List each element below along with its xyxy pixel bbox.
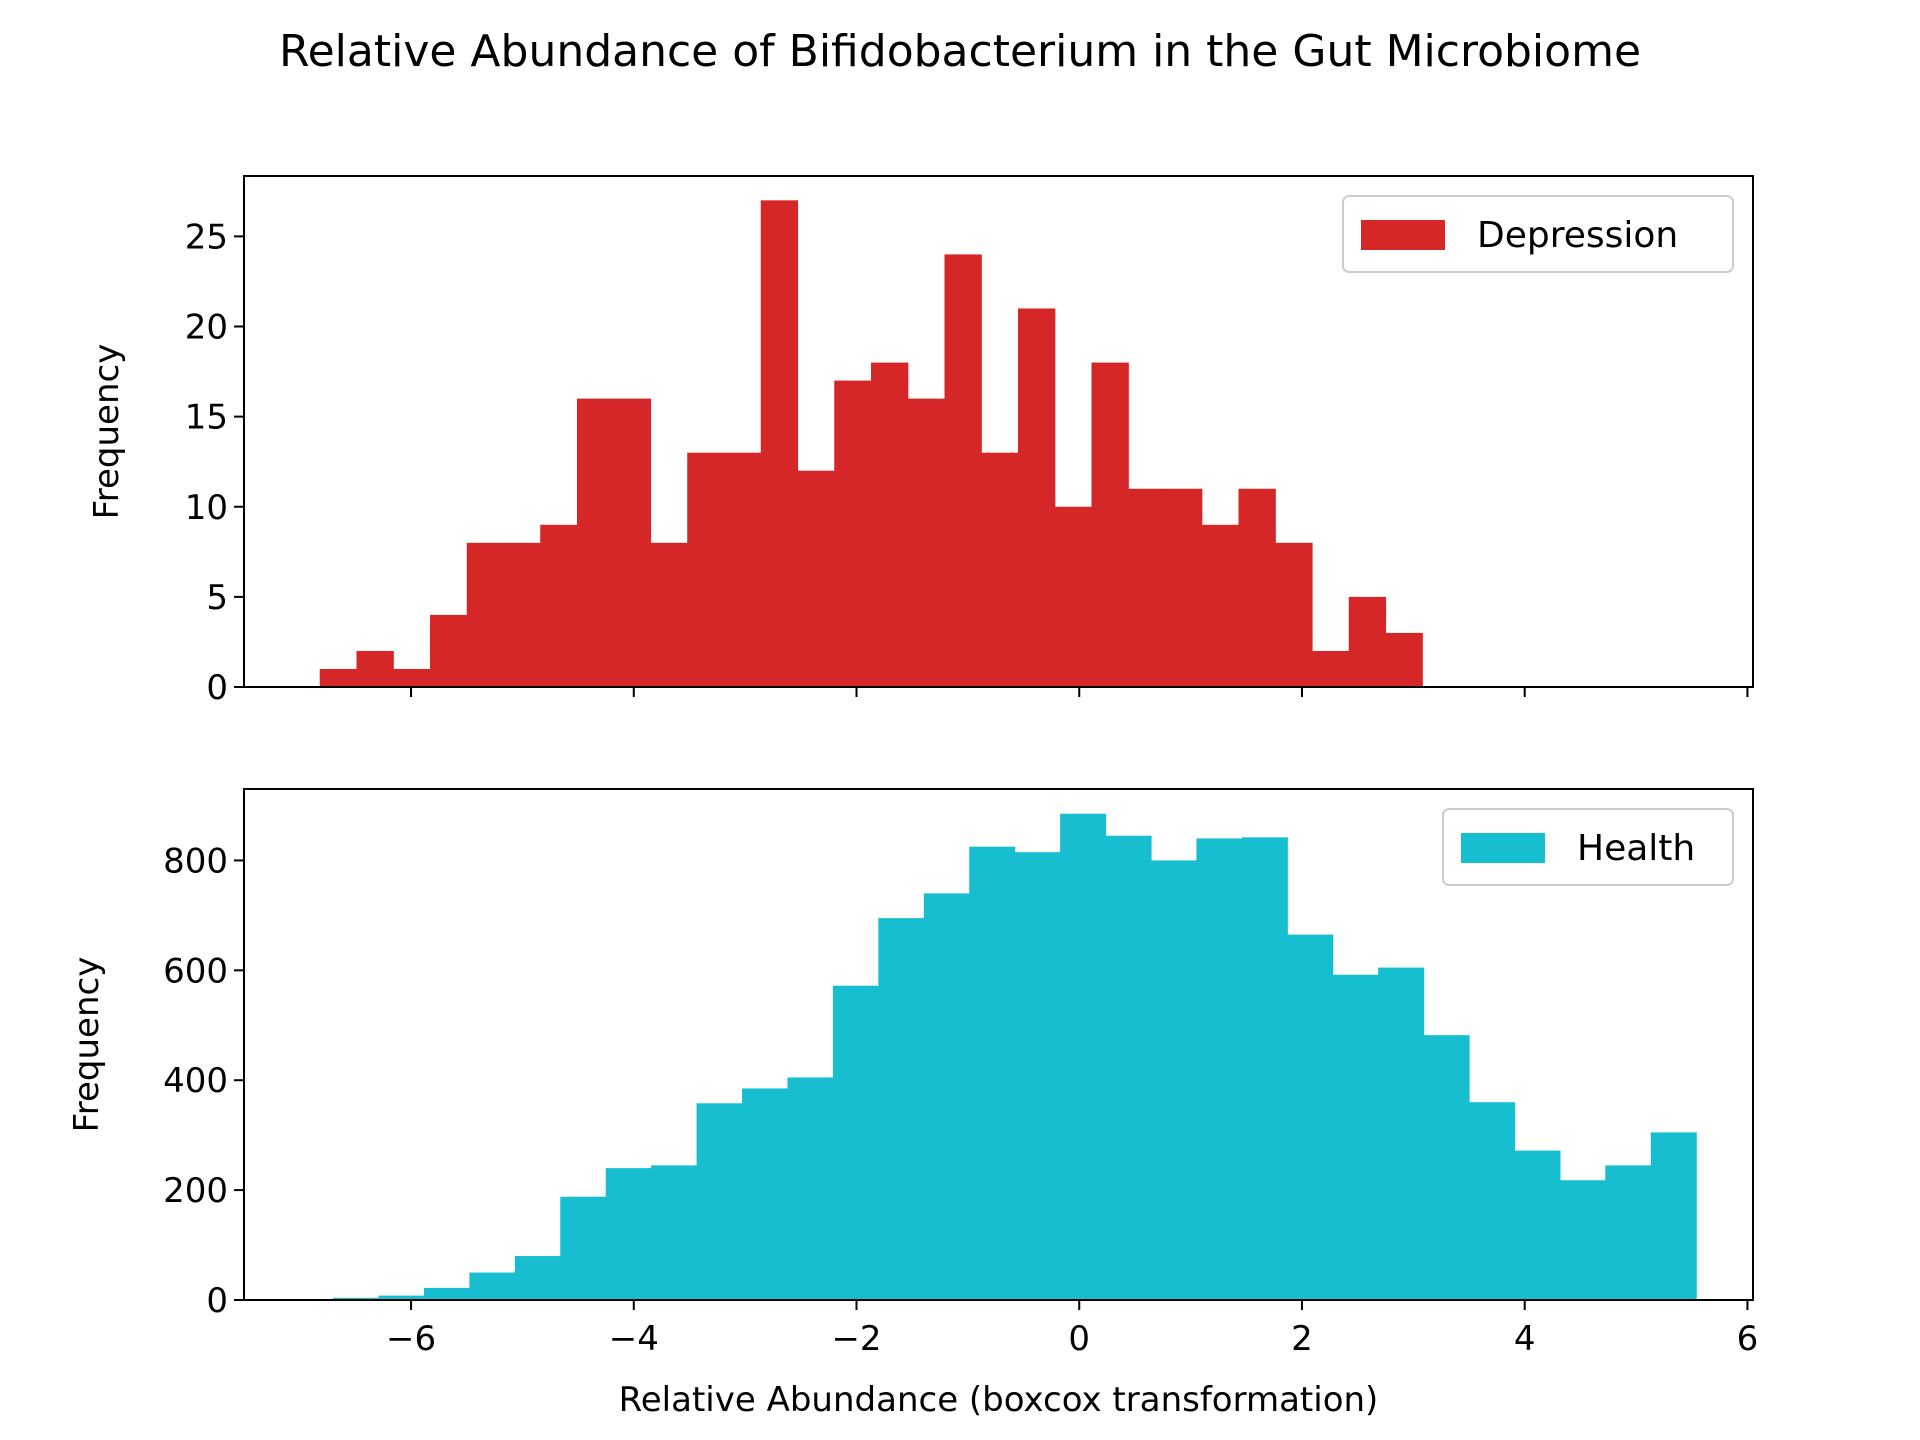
y-tick-label: 200 — [163, 1171, 228, 1211]
histogram-bar — [423, 1287, 471, 1300]
histogram-bar — [944, 254, 982, 687]
x-tick-label: 0 — [1068, 1319, 1090, 1359]
histogram-bar — [1514, 1150, 1561, 1300]
histogram-bar — [576, 398, 615, 687]
histogram-bar — [1332, 974, 1379, 1300]
y-tick-label: 600 — [163, 951, 228, 991]
histogram-bar — [514, 1256, 561, 1300]
y-tick-label: 25 — [185, 217, 228, 257]
x-tick-label: −2 — [831, 1319, 881, 1359]
x-tick-label: 2 — [1291, 1319, 1313, 1359]
histogram-bar — [687, 452, 725, 687]
histogram-bar — [393, 668, 431, 687]
x-tick-label: 6 — [1737, 1319, 1759, 1359]
panel-1: 0 5 10 15 20 25 Frequency Depression — [87, 175, 1754, 708]
histogram-bar — [613, 398, 652, 687]
histogram-bar — [696, 1103, 743, 1300]
histogram-bar — [1014, 852, 1061, 1300]
y-tick-label: 800 — [163, 841, 228, 881]
histogram-bar — [969, 846, 1016, 1300]
x-tick-label: 4 — [1514, 1319, 1536, 1359]
histogram-bar — [1164, 488, 1203, 687]
legend-box — [1342, 195, 1734, 273]
histogram-bar — [1650, 1132, 1697, 1300]
histogram-bar — [1054, 506, 1093, 687]
histogram-bar — [1150, 860, 1197, 1300]
histogram-bar — [503, 542, 541, 687]
x-tick-label: −6 — [386, 1319, 436, 1359]
histogram-bar — [560, 1196, 607, 1300]
histogram-bar — [469, 1272, 516, 1300]
histogram-bar — [1348, 596, 1387, 687]
histogram-bar — [797, 470, 835, 687]
histogram-bar — [878, 918, 925, 1300]
histogram-bar — [907, 398, 946, 687]
y-tick-label: 0 — [206, 1281, 228, 1321]
histogram-bar — [1559, 1180, 1606, 1300]
histogram-bar — [319, 668, 358, 687]
y-tick-label: 20 — [185, 308, 228, 348]
histogram-bar — [832, 985, 879, 1300]
histogram-bar — [651, 1165, 698, 1300]
y-axis-label: Frequency — [87, 344, 127, 520]
histogram-bar — [1423, 1035, 1470, 1300]
histogram-bar — [333, 1297, 380, 1300]
histogram-bar — [742, 1088, 789, 1300]
histogram-bar — [650, 542, 688, 687]
histogram-bar — [1091, 362, 1129, 687]
histogram-bar — [1469, 1102, 1516, 1300]
histogram-bar — [1017, 308, 1056, 687]
histogram-bar — [723, 452, 762, 687]
legend: Depression — [1342, 195, 1734, 273]
histogram-bar — [466, 542, 505, 687]
histogram-bar — [870, 362, 909, 687]
x-axis-label: Relative Abundance (boxcox transformatio… — [619, 1380, 1379, 1420]
histogram-bar — [760, 200, 799, 687]
histogram-bar — [1238, 488, 1276, 687]
histogram-bar — [1060, 813, 1107, 1300]
histogram-bar — [1275, 542, 1313, 687]
histogram-bar — [923, 893, 970, 1300]
histogram-bar — [1311, 650, 1350, 687]
x-tick-label: −4 — [609, 1319, 659, 1359]
histogram-bar — [1128, 488, 1166, 687]
figure-title: Relative Abundance of Bifidobacterium in… — [279, 26, 1641, 77]
legend-label: Health — [1577, 828, 1695, 869]
legend-label: Depression — [1477, 215, 1678, 256]
histogram-bar — [1378, 967, 1425, 1300]
y-axis-label: Frequency — [67, 957, 107, 1133]
histogram-bar — [429, 614, 468, 687]
histogram-bar — [1385, 632, 1423, 687]
histogram-bar — [378, 1295, 425, 1300]
histogram-bar — [605, 1168, 652, 1300]
y-tick-label: 15 — [185, 398, 228, 438]
legend-box — [1442, 808, 1734, 886]
y-tick-label: 0 — [206, 668, 228, 708]
histogram-bar — [787, 1077, 834, 1300]
y-tick-label: 400 — [163, 1061, 228, 1101]
plot-frame — [243, 175, 1754, 688]
y-tick-label: 10 — [185, 488, 228, 528]
histogram-bar — [834, 380, 872, 687]
panel-2: 0 200 400 600 800 −6 −4 −2 0 2 4 6 Frequency Relative… — [67, 788, 1759, 1420]
histogram-bar — [1105, 835, 1152, 1300]
histogram-bar — [356, 650, 394, 687]
legend-swatch — [1361, 220, 1445, 250]
histogram-bar — [1201, 524, 1240, 687]
histogram-bar — [981, 452, 1019, 687]
histogram-bar — [1287, 934, 1334, 1300]
histogram-bar — [540, 524, 578, 687]
histogram-bar — [1196, 838, 1243, 1300]
plot-frame — [243, 788, 1754, 1301]
y-tick-label: 5 — [206, 578, 228, 618]
legend: Health — [1442, 808, 1734, 886]
histogram-bar — [1605, 1165, 1652, 1300]
legend-swatch — [1461, 833, 1545, 863]
histogram-bar — [1241, 837, 1288, 1300]
